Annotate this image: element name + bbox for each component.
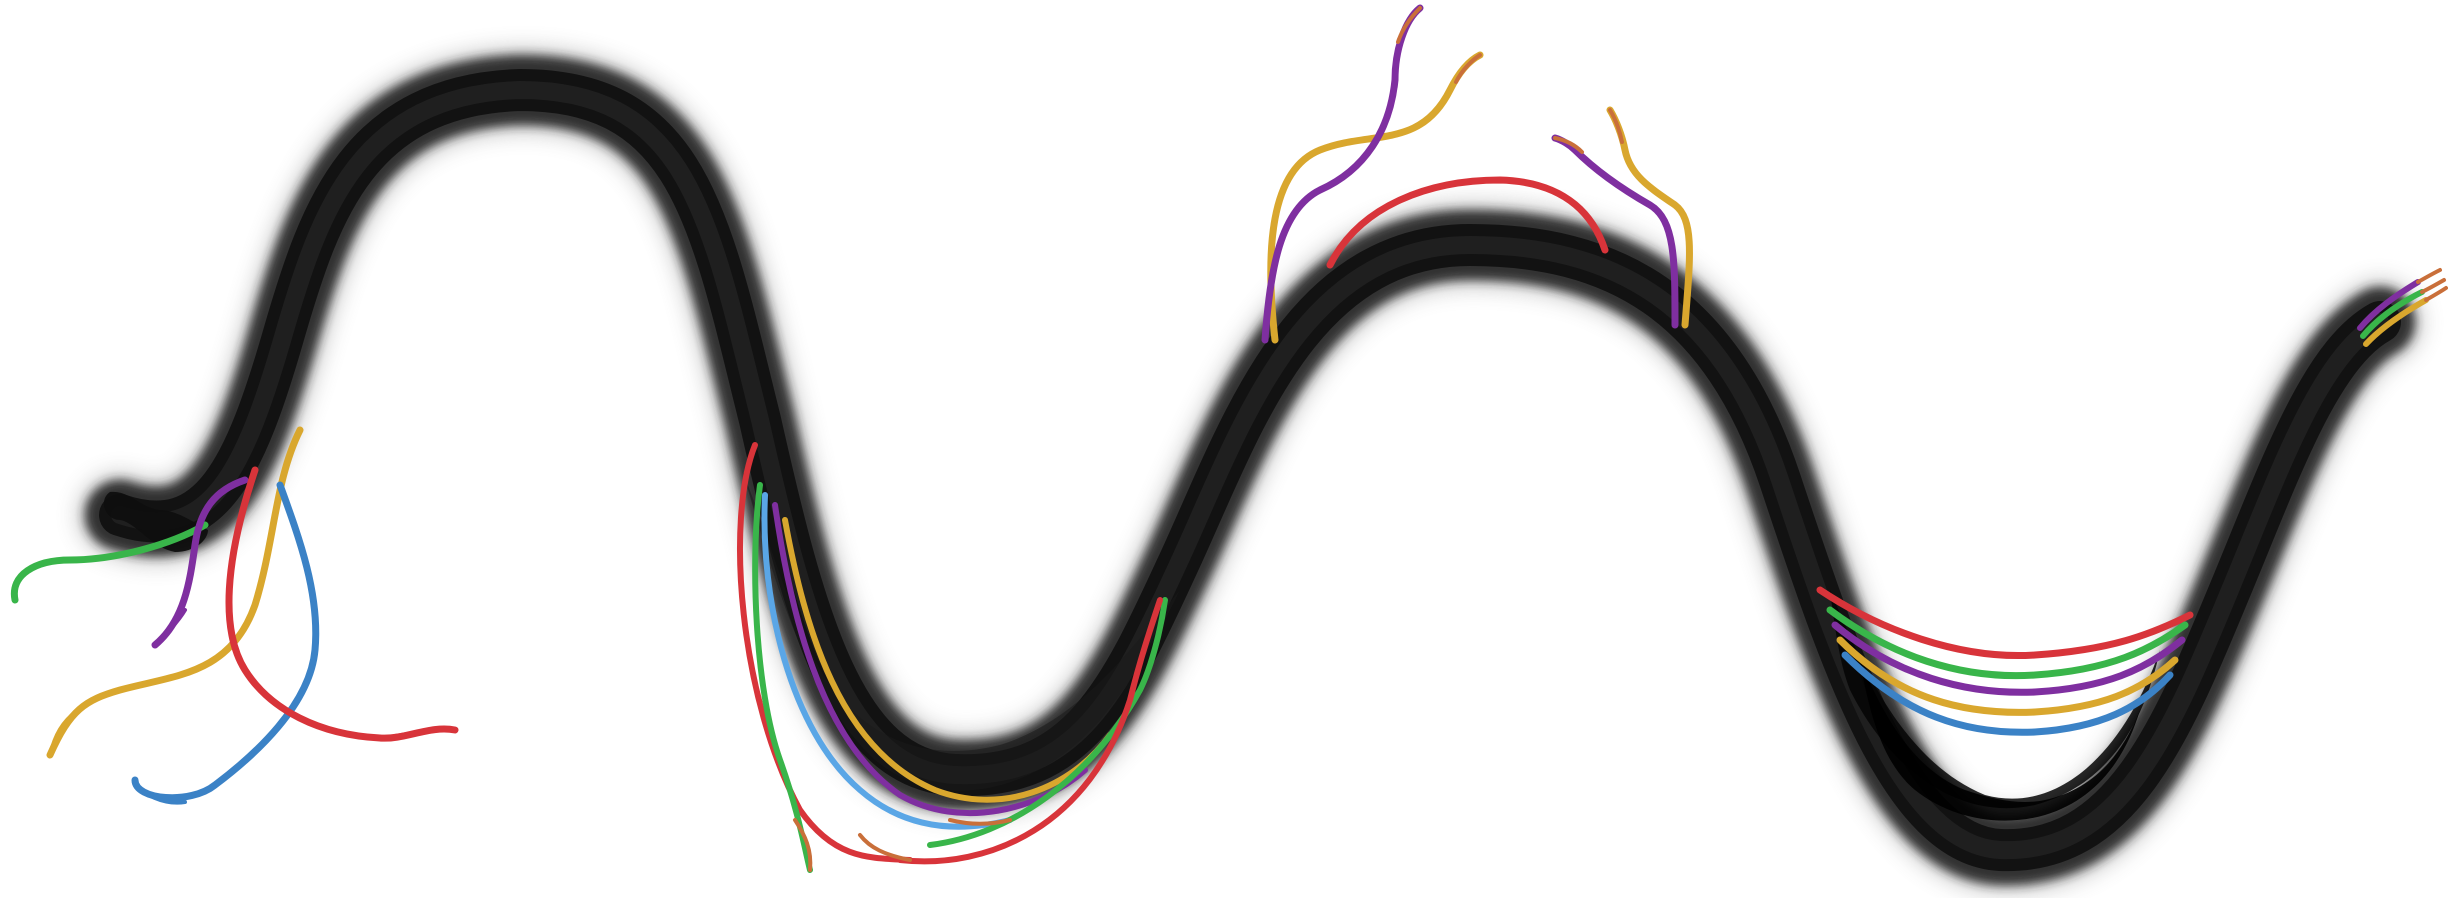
wire-copper-middle-2 bbox=[858, 833, 912, 862]
cable-opened-sections bbox=[742, 470, 2160, 821]
wire-light-blue-middle bbox=[761, 492, 1013, 830]
wires-right-belly bbox=[1816, 586, 2194, 736]
wires-far-right bbox=[2357, 268, 2448, 347]
wire-purple-far-right bbox=[2357, 279, 2421, 331]
wire-purple-left-copper bbox=[153, 608, 187, 647]
wire-green-middle bbox=[752, 482, 813, 873]
wire-red-right bbox=[1816, 586, 2194, 660]
cable-highlight bbox=[111, 80, 2389, 860]
wire-green-right bbox=[1826, 606, 2189, 680]
wire-copper-top-1 bbox=[1396, 6, 1422, 44]
cable-core bbox=[99, 68, 2401, 872]
wires-top bbox=[1261, 4, 1693, 344]
wire-red-middle-right bbox=[897, 597, 1163, 865]
wire-red-top bbox=[1326, 176, 1609, 269]
wire-purple-top bbox=[1261, 4, 1424, 344]
wire-red-left-copper bbox=[393, 727, 457, 738]
wire-purple-left bbox=[151, 476, 249, 649]
wire-yellow-middle bbox=[782, 517, 1113, 803]
wire-copper-far-right-3 bbox=[2424, 286, 2448, 302]
wire-purple-middle bbox=[772, 502, 1088, 816]
wire-blue-right bbox=[1841, 651, 2174, 736]
wire-yellow-left-copper bbox=[48, 708, 80, 757]
wire-copper-far-right bbox=[2416, 268, 2442, 284]
wires-middle-bundle bbox=[737, 442, 1168, 873]
cable-opened-right-rip bbox=[1860, 660, 2140, 821]
wire-yellow-left bbox=[46, 426, 304, 759]
wire-green-middle-right bbox=[927, 597, 1168, 848]
wire-blue-left-copper bbox=[133, 778, 187, 805]
wire-yellow-right bbox=[1836, 636, 2179, 716]
wire-copper-top-4 bbox=[1608, 108, 1624, 144]
wire-copper-far-right-2 bbox=[2420, 278, 2446, 294]
cable-body bbox=[85, 54, 2415, 886]
wire-red-left bbox=[225, 466, 459, 742]
cable bbox=[77, 46, 2423, 894]
wire-green-left-copper bbox=[12, 563, 42, 602]
wire-yellow-far-right bbox=[2363, 297, 2429, 347]
wire-copper-middle-1 bbox=[793, 818, 813, 872]
wire-copper-top-2 bbox=[1454, 53, 1482, 84]
wires-left-bundle bbox=[10, 426, 459, 805]
wire-copper-middle-3 bbox=[948, 818, 1012, 826]
wire-green-far-right bbox=[2360, 289, 2425, 339]
cable-opened-middle bbox=[742, 470, 1180, 791]
wire-copper-top-3 bbox=[1553, 136, 1584, 154]
wire-purple-right bbox=[1831, 621, 2186, 696]
